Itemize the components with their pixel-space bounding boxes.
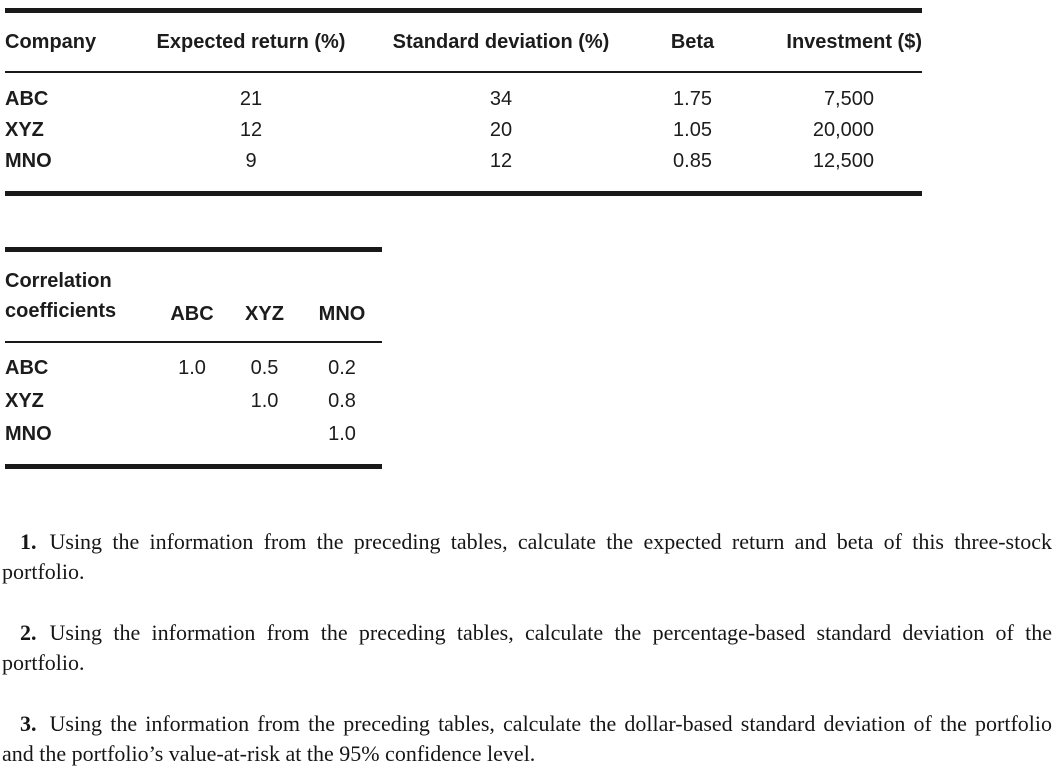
column-header-investment: Investment ($): [745, 10, 922, 73]
table-row: XYZ 1.0 0.8: [5, 385, 382, 418]
questions-list: 1. Using the information from the precedi…: [2, 527, 1052, 769]
column-header-company: Company: [5, 10, 140, 73]
column-header-abc: ABC: [157, 249, 227, 343]
correlation-cell: 0.5: [250, 357, 279, 379]
expected-return-cell: 21: [239, 88, 263, 110]
row-label: XYZ: [5, 390, 44, 412]
correlation-cell: 0.2: [328, 357, 356, 379]
expected-return-cell: 9: [245, 150, 257, 172]
beta-cell: 1.75: [673, 88, 712, 110]
table-row: ABC 21 34 1.75 7,500: [5, 72, 922, 115]
question-3: 3. Using the information from the precedi…: [2, 709, 1052, 769]
question-1: 1. Using the information from the precedi…: [2, 527, 1052, 587]
correlation-cell: 1.0: [178, 357, 206, 379]
correlation-cell: [157, 385, 227, 418]
column-header-mno: MNO: [302, 249, 382, 343]
correlation-cell: 1.0: [250, 390, 279, 412]
correlation-table: Correlation coefficients ABC XYZ MNO ABC…: [5, 247, 382, 469]
table-row: XYZ 12 20 1.05 20,000: [5, 115, 922, 146]
column-header-xyz: XYZ: [227, 249, 302, 343]
company-cell: ABC: [5, 88, 49, 110]
expected-return-cell: 12: [239, 119, 263, 141]
table-row: MNO 1.0: [5, 418, 382, 467]
column-header-beta: Beta: [640, 10, 745, 73]
correlation-cell: 1.0: [328, 423, 356, 445]
stocks-table: Company Expected return (%) Standard dev…: [5, 8, 922, 196]
std-dev-cell: 12: [489, 150, 513, 172]
company-cell: XYZ: [5, 119, 44, 141]
question-number: 2.: [20, 620, 37, 645]
correlation-cell: 0.8: [328, 390, 356, 412]
investment-cell: 12,500: [812, 150, 874, 172]
table-row: ABC 1.0 0.5 0.2: [5, 342, 382, 385]
column-header-expected-return: Expected return (%): [140, 10, 362, 73]
investment-cell: 20,000: [812, 119, 874, 141]
table-row: MNO 9 12 0.85 12,500: [5, 146, 922, 194]
stocks-header-row: Company Expected return (%) Standard dev…: [5, 10, 922, 73]
row-label: ABC: [5, 357, 49, 379]
column-header-correlation-coefficients: Correlation coefficients: [5, 249, 157, 343]
row-label: MNO: [5, 423, 52, 445]
question-text: Using the information from the preceding…: [2, 711, 1052, 766]
company-cell: MNO: [5, 150, 52, 172]
question-number: 3.: [20, 711, 37, 736]
beta-cell: 0.85: [673, 150, 712, 172]
correlation-cell: [227, 418, 302, 467]
correlation-header-row: Correlation coefficients ABC XYZ MNO: [5, 249, 382, 343]
correlation-cell: [157, 418, 227, 467]
beta-cell: 1.05: [673, 119, 712, 141]
question-text: Using the information from the preceding…: [2, 620, 1052, 675]
column-header-standard-deviation: Standard deviation (%): [362, 10, 640, 73]
question-2: 2. Using the information from the precedi…: [2, 618, 1052, 678]
std-dev-cell: 34: [489, 88, 513, 110]
question-text: Using the information from the preceding…: [2, 529, 1052, 584]
investment-cell: 7,500: [823, 88, 874, 110]
std-dev-cell: 20: [489, 119, 513, 141]
question-number: 1.: [20, 529, 37, 554]
